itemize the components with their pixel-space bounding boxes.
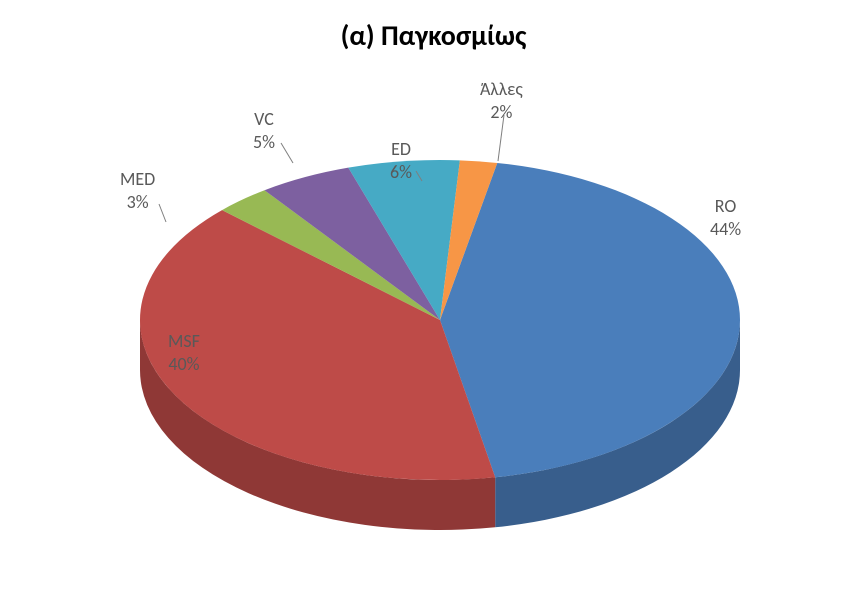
- leader-line-VC: [281, 143, 293, 163]
- label-name-ED: ED: [390, 138, 412, 161]
- label-pct-VC: 5%: [253, 131, 275, 154]
- label-pct-Other: 2%: [480, 101, 523, 124]
- label-ED: ED6%: [390, 138, 412, 183]
- label-pct-ED: 6%: [390, 161, 412, 184]
- label-pct-RO: 44%: [710, 218, 741, 241]
- label-MED: MED3%: [120, 168, 155, 213]
- label-VC: VC5%: [253, 108, 275, 153]
- label-Other: Άλλες2%: [480, 78, 523, 123]
- label-MSF: MSF40%: [168, 330, 200, 375]
- label-pct-MSF: 40%: [168, 353, 200, 376]
- label-name-Other: Άλλες: [480, 78, 523, 101]
- label-RO: RO44%: [710, 195, 741, 240]
- label-name-MSF: MSF: [168, 330, 200, 353]
- leader-line-MED: [159, 204, 166, 222]
- label-name-MED: MED: [120, 168, 155, 191]
- pie-chart-svg: [0, 0, 867, 592]
- label-pct-MED: 3%: [120, 191, 155, 214]
- label-name-VC: VC: [253, 108, 275, 131]
- label-name-RO: RO: [710, 195, 741, 218]
- pie-chart-container: (α) Παγκοσμίως RO44%MSF40%MED3%VC5%ED6%Ά…: [0, 0, 867, 592]
